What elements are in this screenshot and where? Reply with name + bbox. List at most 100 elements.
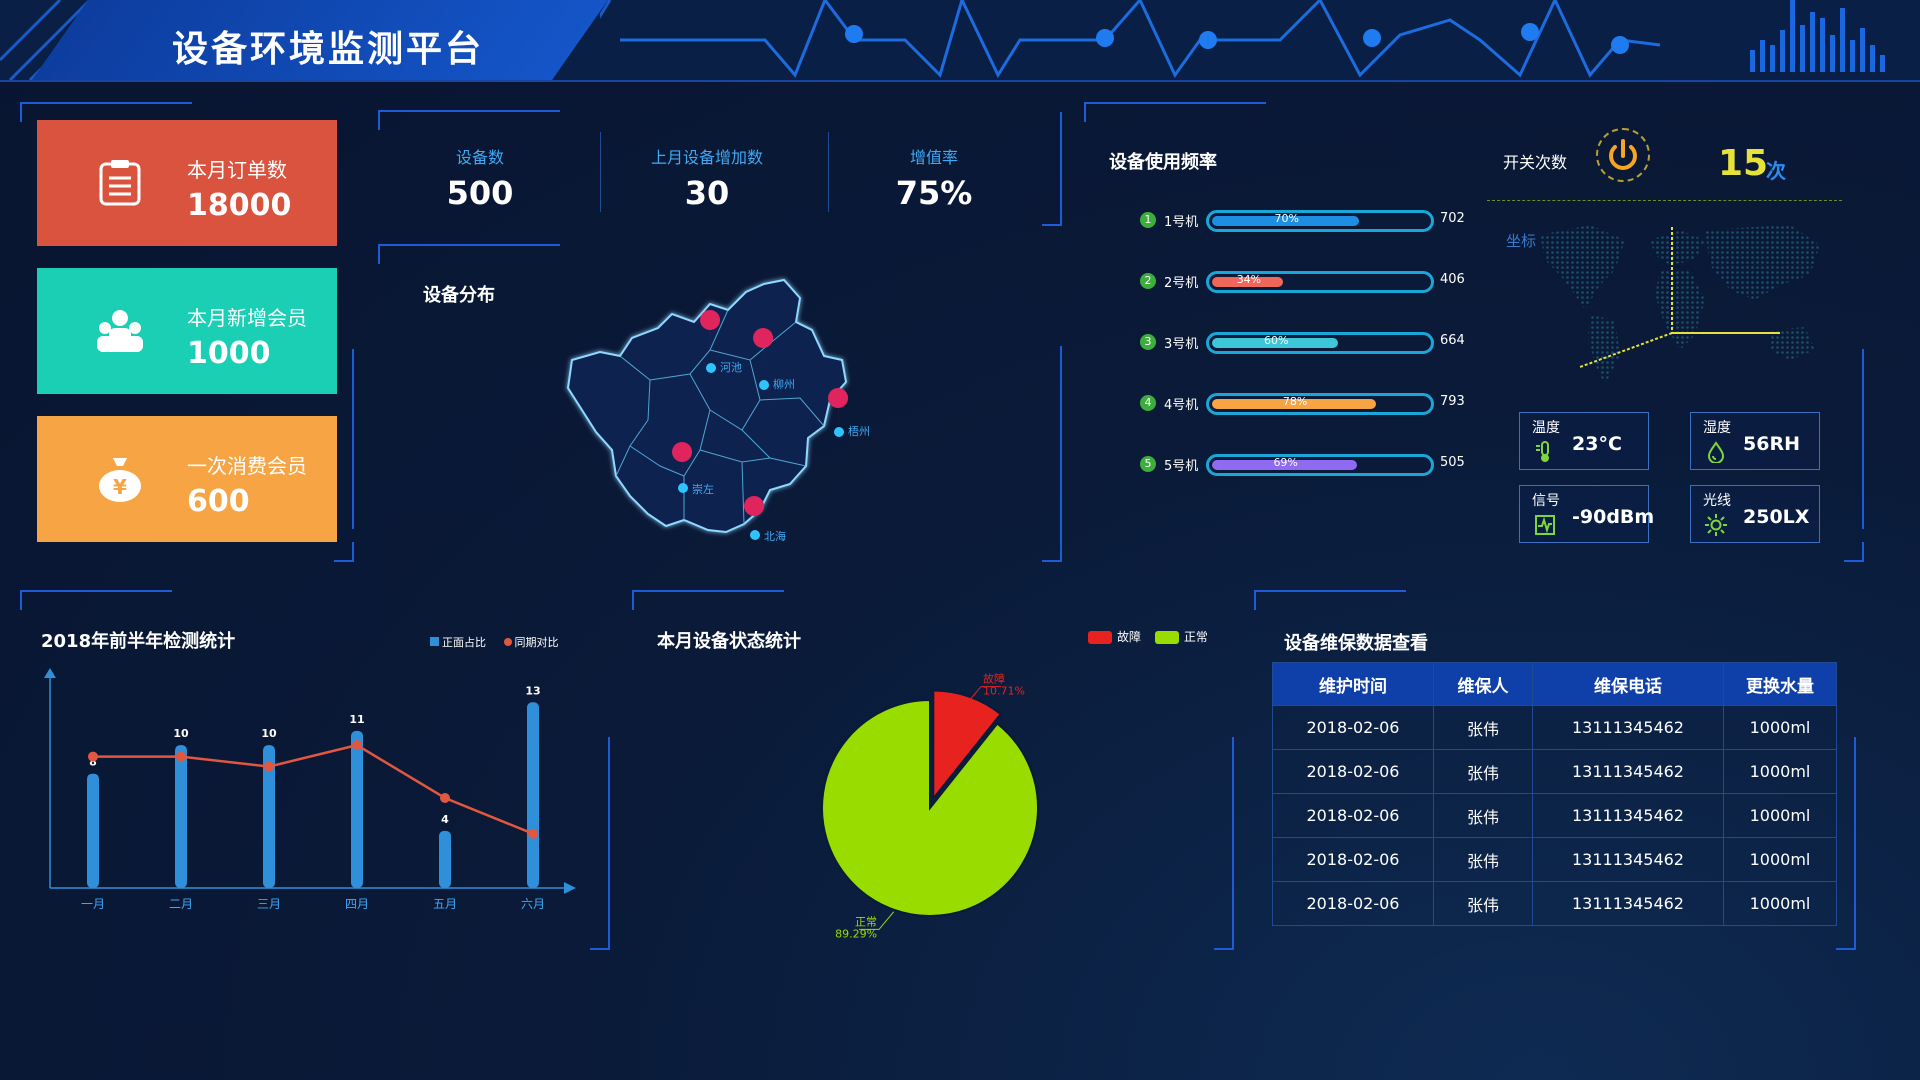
table-cell: 2018-02-06 — [1272, 749, 1434, 794]
x-tick-label: 四月 — [345, 897, 369, 911]
header-wave-decoration — [600, 0, 1885, 79]
table-cell: 2018-02-06 — [1272, 881, 1434, 926]
pie-leader-line — [859, 911, 895, 930]
legend-label: 正常 — [1183, 630, 1208, 644]
usage-name: 1号机 — [1164, 215, 1199, 230]
cards-panel — [20, 102, 354, 562]
stat-label: 增值率 — [909, 148, 958, 167]
usage-row: 1 1号机 70% 702 — [1140, 210, 1470, 234]
usage-rank: 5 — [1140, 456, 1156, 472]
line-point — [352, 740, 362, 751]
x-axis-arrow — [564, 882, 576, 894]
usage-track: 78% — [1206, 393, 1434, 415]
pie-slice-name: 故障 — [983, 672, 1005, 686]
usage-pct: 34% — [1236, 273, 1262, 286]
x-tick-label: 三月 — [257, 897, 281, 911]
stat-value: 30 — [684, 174, 730, 212]
card-label: 本月订单数 — [187, 158, 287, 182]
city-label: 梧州 — [848, 425, 870, 438]
table-row[interactable]: 2018-02-06 张伟 13111345462 1000ml — [1272, 705, 1837, 750]
switch-count-label: 开关次数 — [1503, 153, 1568, 172]
usage-row: 3 3号机 60% 664 — [1140, 332, 1470, 356]
maintenance-table: 维护时间 维保人 维保电话 更换水量 2018-02-06 张伟 1311134… — [1272, 662, 1837, 926]
usage-value: 406 — [1440, 272, 1465, 287]
table-cell: 1000ml — [1723, 749, 1837, 794]
usage-rank: 3 — [1140, 334, 1156, 350]
coordinate-world-map — [1540, 225, 1820, 385]
table-cell: 13111345462 — [1532, 749, 1724, 794]
table-cell: 13111345462 — [1532, 881, 1724, 926]
bar-value-label: 8 — [89, 756, 97, 769]
column-header[interactable]: 维保人 — [1433, 662, 1533, 706]
env-value: -90dBm — [1572, 506, 1655, 528]
city-markers — [672, 310, 849, 540]
table-cell: 张伟 — [1433, 881, 1533, 926]
line-point — [88, 751, 98, 762]
table-cell: 13111345462 — [1532, 837, 1724, 882]
bar-value-label: 4 — [441, 813, 449, 826]
light-box: 光线 250LX — [1690, 485, 1820, 543]
line-point — [176, 751, 186, 762]
table-cell: 1000ml — [1723, 793, 1837, 838]
table-row[interactable]: 2018-02-06 张伟 13111345462 1000ml — [1272, 793, 1837, 838]
power-button[interactable] — [1596, 128, 1650, 182]
pie-chart-title: 本月设备状态统计 — [657, 631, 801, 652]
bar-value-label: 13 — [525, 684, 540, 697]
table-cell: 张伟 — [1433, 749, 1533, 794]
x-tick-label: 六月 — [521, 897, 545, 911]
table-cell: 张伟 — [1433, 793, 1533, 838]
bar — [351, 730, 363, 888]
y-axis-arrow — [44, 668, 56, 678]
env-title: 温度 — [1532, 420, 1560, 436]
city-marker-chongzuo — [672, 442, 693, 493]
card-value: 1000 — [187, 336, 271, 371]
table-cell: 1000ml — [1723, 837, 1837, 882]
legend-normal-swatch — [1154, 631, 1179, 644]
usage-fill — [1212, 399, 1376, 409]
column-header[interactable]: 维保电话 — [1532, 662, 1724, 706]
table-cell: 13111345462 — [1532, 793, 1724, 838]
column-header[interactable]: 更换水量 — [1723, 662, 1837, 706]
column-header[interactable]: 维护时间 — [1272, 662, 1434, 706]
signal-box: 信号 -90dBm — [1519, 485, 1654, 543]
usage-row: 4 4号机 78% 793 — [1140, 393, 1470, 417]
one-time-members-card: ¥ 一次消费会员 600 — [37, 416, 337, 542]
bar-chart-legend: 正面占比 同期对比 — [430, 634, 559, 650]
usage-track: 60% — [1206, 332, 1434, 354]
stat-divider — [600, 132, 601, 212]
usage-track: 70% — [1206, 210, 1434, 232]
table-cell: 2018-02-06 — [1272, 837, 1434, 882]
env-value: 56RH — [1743, 433, 1800, 455]
city-label: 北海 — [764, 530, 786, 543]
pie-leader-line — [965, 686, 1001, 705]
bar-value-label: 10 — [261, 727, 277, 740]
table-cell: 1000ml — [1723, 881, 1837, 926]
usage-track: 69% — [1206, 454, 1434, 476]
env-value: 23°C — [1572, 433, 1622, 455]
sun-icon — [1705, 514, 1727, 536]
stat-value: 500 — [446, 174, 514, 212]
stat-label: 上月设备增加数 — [650, 148, 763, 167]
bar — [439, 830, 451, 888]
new-members-card: 本月新增会员 1000 — [37, 268, 337, 394]
usage-value: 664 — [1440, 333, 1465, 348]
city-marker-liuzhou — [753, 328, 774, 390]
usage-track: 34% — [1206, 271, 1434, 293]
pie-slice-percent: 89.29% — [835, 927, 877, 940]
usage-fill — [1212, 277, 1284, 287]
table-cell: 13111345462 — [1532, 705, 1724, 750]
table-row[interactable]: 2018-02-06 张伟 13111345462 1000ml — [1272, 837, 1837, 882]
table-row[interactable]: 2018-02-06 张伟 13111345462 1000ml — [1272, 749, 1837, 794]
usage-rank: 1 — [1140, 212, 1156, 228]
card-value: 600 — [187, 484, 250, 519]
legend-label: 正面占比 — [442, 636, 486, 649]
humidity-box: 湿度 56RH — [1690, 412, 1820, 470]
table-row[interactable]: 2018-02-06 张伟 13111345462 1000ml — [1272, 881, 1837, 926]
usage-list: 1 1号机 70% 702 2 2号机 34% 406 3 3号机 60% 66… — [1140, 210, 1470, 480]
city-marker-beihai — [744, 496, 765, 540]
legend-bar-swatch — [430, 637, 439, 646]
usage-title: 设备使用频率 — [1109, 152, 1217, 173]
stat-label: 设备数 — [455, 148, 504, 167]
table-cell: 2018-02-06 — [1272, 793, 1434, 838]
usage-rank: 4 — [1140, 395, 1156, 411]
